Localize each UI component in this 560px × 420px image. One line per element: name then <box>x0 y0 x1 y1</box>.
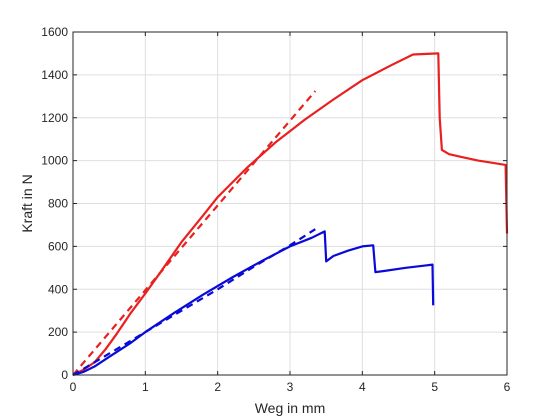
y-tick-label: 800 <box>48 197 68 211</box>
grid-lines <box>72 31 508 376</box>
x-tick-labels: 0 1 2 3 4 5 6 <box>70 380 511 394</box>
series-line-1-solid <box>72 52 509 376</box>
series-layer <box>72 52 509 377</box>
x-tick-label: 2 <box>214 380 221 394</box>
x-tick-label: 5 <box>431 380 438 394</box>
x-tick-label: 3 <box>287 380 294 394</box>
x-tick-label: 6 <box>504 380 511 394</box>
y-tick-label: 1200 <box>41 111 68 125</box>
y-tick-label: 200 <box>48 325 68 339</box>
series-line-4-dashed <box>72 228 316 376</box>
y-tick-label: 1400 <box>41 68 68 82</box>
series-line-2-dashed <box>72 90 317 376</box>
y-tick-labels: 0 200 400 600 800 1000 1200 1400 1600 <box>41 25 68 382</box>
x-tick-label: 0 <box>70 380 77 394</box>
y-tick-label: 0 <box>61 368 68 382</box>
x-tick-label: 1 <box>142 380 149 394</box>
series-line-3-solid <box>72 230 435 377</box>
x-tick-label: 4 <box>359 380 366 394</box>
y-tick-label: 400 <box>48 282 68 296</box>
y-tick-label: 600 <box>48 239 68 253</box>
x-axis-label: Weg in mm <box>255 400 326 416</box>
y-axis-label: Kraft in N <box>19 174 35 232</box>
y-tick-label: 1000 <box>41 154 68 168</box>
y-tick-label: 1600 <box>41 25 68 39</box>
tick-marks <box>72 31 508 376</box>
